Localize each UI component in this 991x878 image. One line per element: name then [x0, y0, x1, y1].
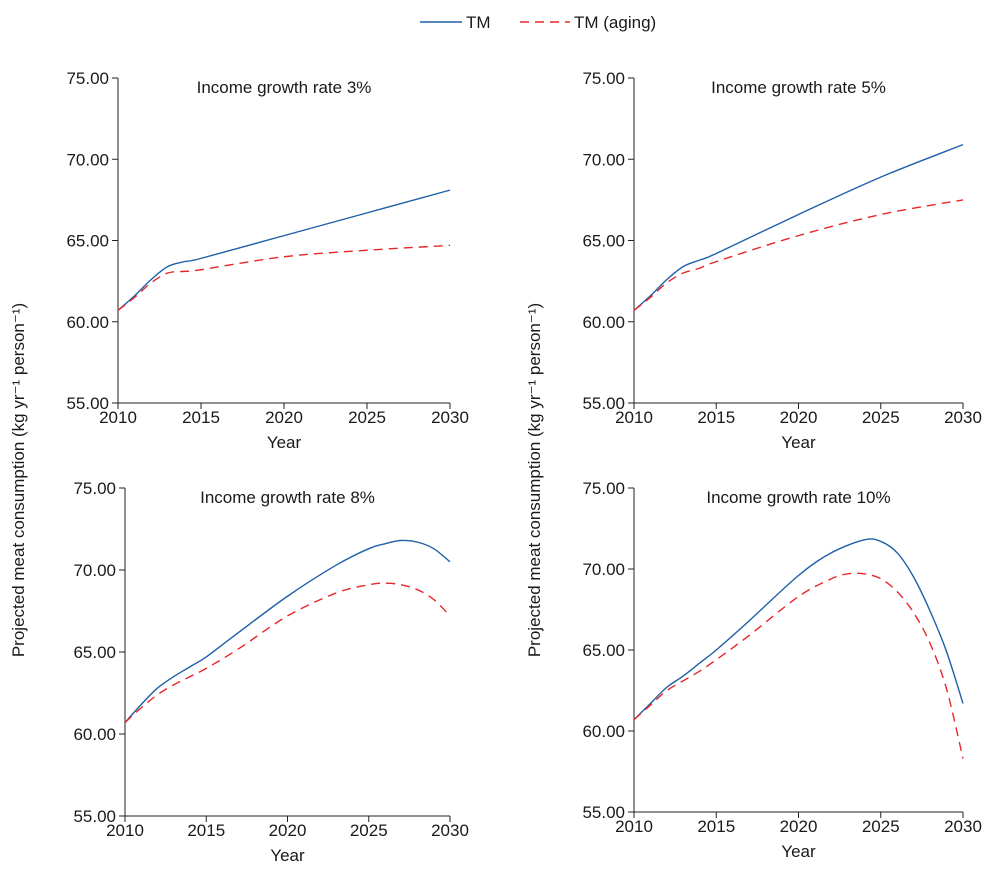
x-tick-label: 2010 [615, 408, 653, 427]
series-line-tm [633, 143, 964, 311]
y-tick-label: 65.00 [582, 641, 625, 660]
y-tick-label: 70.00 [582, 560, 625, 579]
series-line-tm-aging [124, 582, 451, 724]
chart-panel-2: 55.00 60.00 65.00 70.00 75.00 2010 2015 2020 202… [582, 69, 981, 452]
shared-ylabel-right: Projected meat consumption (kg yr⁻¹ pers… [525, 303, 544, 657]
y-tick-label: 75.00 [66, 69, 109, 88]
x-axis-title: Year [267, 433, 302, 452]
x-tick-label: 2015 [182, 408, 220, 427]
x-tick-label: 2020 [780, 408, 818, 427]
x-tick-label: 2015 [697, 408, 735, 427]
series-line-tm [117, 189, 451, 311]
chart-panel-1: 55.00 60.00 65.00 70.00 75.00 2010 2015 2020 202… [66, 69, 468, 452]
chart-panel-3: 55.00 60.00 65.00 70.00 75.00 2010 2015 2020 202… [73, 479, 468, 865]
x-axis-title: Year [781, 433, 816, 452]
x-axis-title: Year [781, 842, 816, 861]
panel-title: Income growth rate 3% [197, 78, 372, 97]
x-tick-label: 2030 [431, 408, 469, 427]
x-tick-label: 2030 [944, 408, 982, 427]
x-tick-label: 2010 [99, 408, 137, 427]
x-tick-label: 2025 [862, 408, 900, 427]
x-tick-label: 2030 [431, 821, 469, 840]
y-tick-label: 70.00 [73, 561, 116, 580]
x-tick-label: 2010 [615, 817, 653, 836]
x-tick-label: 2025 [348, 408, 386, 427]
x-tick-label: 2020 [265, 408, 303, 427]
x-tick-label: 2010 [106, 821, 144, 840]
y-tick-label: 65.00 [582, 232, 625, 251]
series-line-tm [124, 539, 451, 723]
x-tick-label: 2025 [862, 817, 900, 836]
x-tick-label: 2025 [350, 821, 388, 840]
x-tick-label: 2030 [944, 817, 982, 836]
y-tick-label: 75.00 [73, 479, 116, 498]
series-line-tm-aging [633, 572, 964, 759]
series-line-tm [633, 538, 964, 721]
x-tick-label: 2020 [269, 821, 307, 840]
series-line-tm-aging [117, 244, 451, 311]
y-tick-label: 60.00 [582, 313, 625, 332]
y-tick-label: 55.00 [66, 394, 109, 413]
panels: 55.00 60.00 65.00 70.00 75.00 2010 2015 2020 202… [66, 69, 981, 865]
shared-ylabel-left: Projected meat consumption (kg yr⁻¹ pers… [9, 303, 28, 657]
y-tick-label: 70.00 [582, 150, 625, 169]
panel-title: Income growth rate 10% [706, 488, 890, 507]
y-tick-label: 55.00 [582, 394, 625, 413]
y-tick-label: 70.00 [66, 150, 109, 169]
y-tick-label: 60.00 [73, 725, 116, 744]
y-tick-label: 65.00 [73, 643, 116, 662]
y-tick-label: 60.00 [582, 722, 625, 741]
y-tick-label: 55.00 [582, 803, 625, 822]
y-tick-label: 75.00 [582, 479, 625, 498]
legend: TM TM (aging) [420, 13, 656, 32]
legend-label-1: TM [466, 13, 491, 32]
panel-title: Income growth rate 5% [711, 78, 886, 97]
x-axis-title: Year [270, 846, 305, 865]
panel-title: Income growth rate 8% [200, 488, 375, 507]
x-tick-label: 2020 [780, 817, 818, 836]
series-line-tm-aging [633, 199, 964, 311]
y-tick-label: 60.00 [66, 313, 109, 332]
x-tick-label: 2015 [187, 821, 225, 840]
y-tick-label: 75.00 [582, 69, 625, 88]
x-tick-label: 2015 [697, 817, 735, 836]
legend-label-2: TM (aging) [574, 13, 656, 32]
y-tick-label: 65.00 [66, 232, 109, 251]
chart-panel-4: 55.00 60.00 65.00 70.00 75.00 2010 2015 2020 202… [582, 479, 981, 861]
y-tick-label: 55.00 [73, 807, 116, 826]
